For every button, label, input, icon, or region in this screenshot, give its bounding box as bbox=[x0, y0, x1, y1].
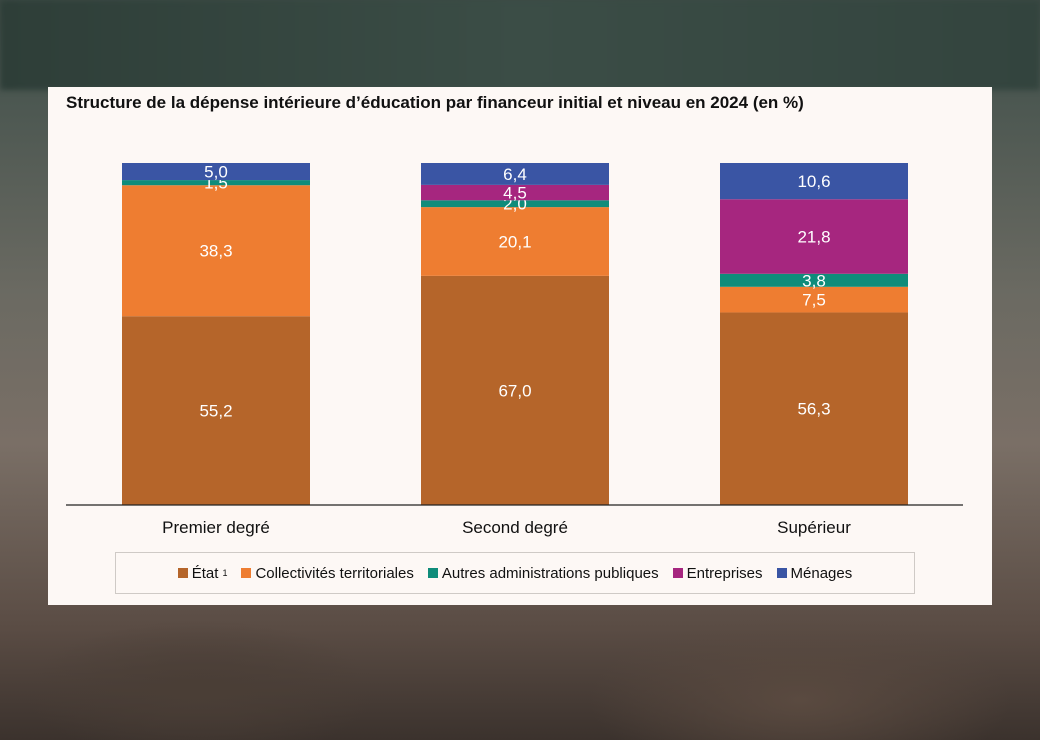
legend-swatch bbox=[776, 568, 787, 578]
bar-segment bbox=[122, 163, 310, 181]
data-label: 20,1 bbox=[498, 232, 531, 251]
bar-segment bbox=[720, 273, 908, 287]
data-label: 3,8 bbox=[802, 271, 826, 290]
data-label: 6,4 bbox=[503, 165, 527, 184]
bar-segment bbox=[720, 312, 908, 505]
legend-swatch bbox=[672, 568, 683, 578]
legend-label: Collectivités territoriales bbox=[255, 564, 414, 582]
data-label: 5,0 bbox=[204, 163, 228, 182]
bar-segment bbox=[421, 163, 609, 185]
bar-segment bbox=[720, 199, 908, 274]
bar-segment bbox=[421, 184, 609, 201]
legend-swatch bbox=[427, 568, 438, 578]
legend-label: Ménages bbox=[790, 564, 853, 582]
bar-segment bbox=[421, 207, 609, 276]
data-label: 21,8 bbox=[797, 228, 830, 247]
data-label: 56,3 bbox=[797, 400, 830, 419]
legend-label: État bbox=[191, 564, 219, 582]
category-label: Premier degré bbox=[162, 518, 270, 537]
bar-segment bbox=[720, 163, 908, 200]
bar-segment bbox=[122, 185, 310, 317]
legend-swatch bbox=[177, 568, 188, 578]
bar-segment bbox=[421, 200, 609, 208]
legend-item: État 1 bbox=[177, 564, 228, 582]
bar-segment bbox=[122, 316, 310, 505]
footnote-marker: 1 bbox=[222, 568, 228, 578]
data-label: 10,6 bbox=[797, 172, 830, 191]
legend-item: Collectivités territoriales bbox=[241, 564, 414, 582]
legend-item: Entreprises bbox=[672, 564, 763, 582]
chart-title: Structure de la dépense intérieure d’édu… bbox=[66, 93, 804, 112]
bar-segment bbox=[122, 180, 310, 186]
data-label: 4,5 bbox=[503, 184, 527, 203]
legend-label: Autres administrations publiques bbox=[441, 564, 659, 582]
legend-label: Entreprises bbox=[686, 564, 763, 582]
bar-segment bbox=[421, 275, 609, 505]
legend-item: Autres administrations publiques bbox=[427, 564, 659, 582]
legend-swatch bbox=[241, 568, 252, 578]
category-label: Second degré bbox=[462, 518, 568, 537]
legend-item: Ménages bbox=[776, 564, 853, 582]
data-label: 7,5 bbox=[802, 291, 826, 310]
background-photo bbox=[0, 0, 1040, 90]
category-label: Supérieur bbox=[777, 518, 851, 537]
bar-segment bbox=[720, 286, 908, 313]
data-label: 55,2 bbox=[199, 402, 232, 421]
data-label: 67,0 bbox=[498, 381, 531, 400]
data-label: 38,3 bbox=[199, 242, 232, 261]
legend: État 1 Collectivités territoriales Autres a… bbox=[115, 552, 915, 594]
